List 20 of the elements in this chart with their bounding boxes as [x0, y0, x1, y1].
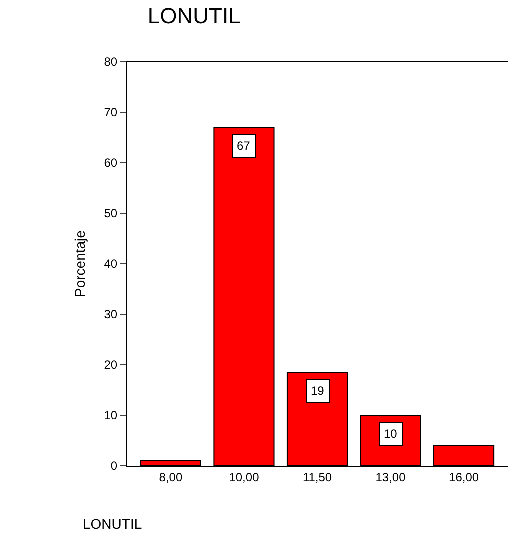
x-tick-label: 13,00: [376, 470, 406, 484]
y-tick-label: 30: [104, 308, 118, 322]
y-tick-label: 50: [104, 206, 118, 221]
y-tick-label: 70: [104, 106, 118, 120]
x-tick-label: 16,00: [449, 470, 480, 484]
y-tick-label: 10: [104, 408, 118, 423]
x-tick-label: 10,00: [229, 470, 260, 484]
data-label: 10: [384, 427, 398, 441]
y-tick-label: 60: [104, 156, 118, 170]
x-tick-label: 11,50: [302, 470, 332, 484]
x-tick-label: 8,00: [159, 470, 183, 484]
data-label: 67: [237, 139, 251, 153]
x-axis-title: LONUTIL: [83, 516, 142, 532]
y-axis-title: Porcentaje: [72, 230, 88, 298]
y-tick-label: 40: [104, 257, 118, 272]
data-label: 19: [311, 384, 325, 398]
y-tick-label: 80: [104, 55, 118, 70]
y-tick-label: 20: [104, 358, 118, 372]
chart-title: LONUTIL: [148, 4, 241, 29]
y-tick-label: 0: [110, 459, 118, 474]
